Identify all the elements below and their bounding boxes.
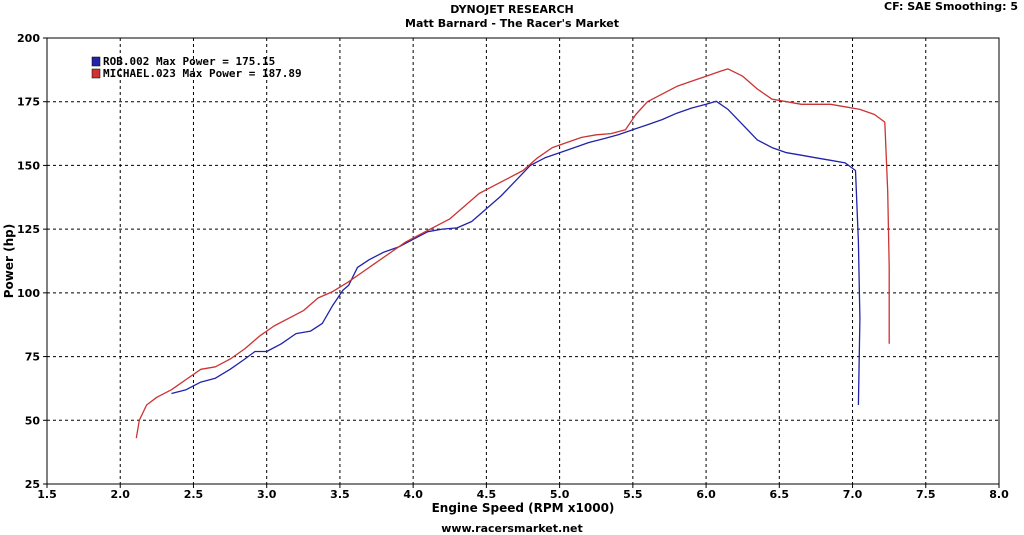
x-tick-label: 7.0 (843, 488, 863, 501)
x-tick-label: 5.5 (623, 488, 643, 501)
footer-url: www.racersmarket.net (441, 522, 583, 535)
x-tick-label: 6.0 (696, 488, 716, 501)
x-tick-label: 4.0 (403, 488, 423, 501)
x-tick-label: 1.5 (37, 488, 57, 501)
x-tick-label: 3.5 (330, 488, 350, 501)
x-tick-label: 7.5 (916, 488, 936, 501)
series-lines (135, 68, 890, 439)
x-tick-label: 3.0 (257, 488, 277, 501)
y-tick-label: 200 (17, 32, 40, 45)
y-tick-label: 150 (17, 159, 40, 172)
x-tick-label: 5.0 (550, 488, 570, 501)
chart-title: DYNOJET RESEARCH (450, 3, 574, 16)
x-tick-label: 6.5 (770, 488, 790, 501)
y-axis-ticks: 25 50 75 100 125 150 175 200 (17, 32, 47, 491)
x-tick-label: 8.0 (989, 488, 1009, 501)
series-line-2 (135, 68, 890, 439)
x-axis-ticks: 1.5 2.0 2.5 3.0 3.5 4.0 4.5 5.0 5.5 6.0 6.5 7.0 7.5 8… (37, 484, 1009, 501)
legend-swatch (91, 68, 101, 79)
legend-entry: MICHAEL.023 Max Power = 187.89 (103, 67, 302, 80)
y-tick-label: 50 (25, 414, 41, 427)
x-axis-label: Engine Speed (RPM x1000) (432, 501, 615, 515)
plot-area (46, 37, 1000, 485)
x-tick-label: 2.5 (184, 488, 204, 501)
grid-lines (47, 38, 999, 484)
y-tick-label: 100 (17, 287, 40, 300)
chart-subtitle: Matt Barnard - The Racer's Market (405, 17, 619, 30)
series-line-1 (171, 100, 861, 406)
y-tick-label: 175 (17, 96, 40, 109)
legend-entry: ROB.002 Max Power = 175.15 (103, 55, 275, 68)
x-tick-label: 2.0 (110, 488, 130, 501)
y-tick-label: 125 (17, 223, 40, 236)
y-tick-label: 75 (25, 351, 40, 364)
y-axis-label: Power (hp) (2, 224, 16, 298)
y-tick-label: 25 (25, 478, 40, 491)
legend-swatch (91, 56, 101, 67)
correction-settings: CF: SAE Smoothing: 5 (884, 0, 1018, 13)
x-tick-label: 4.5 (477, 488, 497, 501)
